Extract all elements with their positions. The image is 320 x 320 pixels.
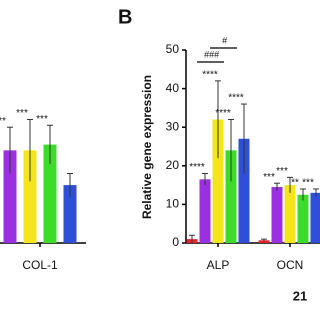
significance-label: **** — [202, 70, 218, 81]
bar — [297, 194, 309, 243]
bar — [238, 138, 250, 243]
panel-number: 21 — [293, 288, 307, 303]
bracket-label: # — [222, 35, 228, 45]
y-tick-label: 30 — [166, 119, 180, 133]
bar — [3, 150, 17, 243]
significance-label: *** — [276, 166, 288, 177]
bar — [271, 187, 283, 243]
bar — [310, 192, 320, 243]
bar — [63, 185, 77, 243]
y-axis-label: Relative gene expression — [140, 75, 154, 219]
significance-label: *** — [302, 178, 314, 189]
significance-label: **** — [215, 108, 231, 119]
x-tick-label: ALP — [207, 258, 230, 272]
bracket-label: ### — [204, 49, 220, 59]
significance-label: ** — [291, 178, 299, 189]
significance-label: *** — [16, 108, 28, 119]
significance-label: ** — [0, 116, 6, 127]
bar — [43, 144, 57, 243]
y-tick-label: 10 — [166, 197, 180, 211]
x-tick-label: OCN — [277, 258, 304, 272]
y-tick-label: 0 — [172, 235, 179, 249]
bar — [23, 150, 37, 243]
y-tick-label: 20 — [166, 158, 180, 172]
significance-label: **** — [228, 93, 244, 104]
panel-label: B — [118, 6, 132, 28]
bar — [258, 240, 270, 243]
y-tick-label: 40 — [166, 81, 180, 95]
bar — [225, 150, 237, 243]
significance-label: *** — [36, 114, 48, 125]
significance-label: **** — [189, 162, 205, 173]
x-tick-label: COL-1 — [22, 258, 58, 272]
bar — [284, 185, 296, 243]
significance-label: *** — [263, 172, 275, 183]
y-tick-label: 50 — [166, 42, 180, 56]
bar — [199, 179, 211, 243]
bar — [212, 119, 224, 243]
